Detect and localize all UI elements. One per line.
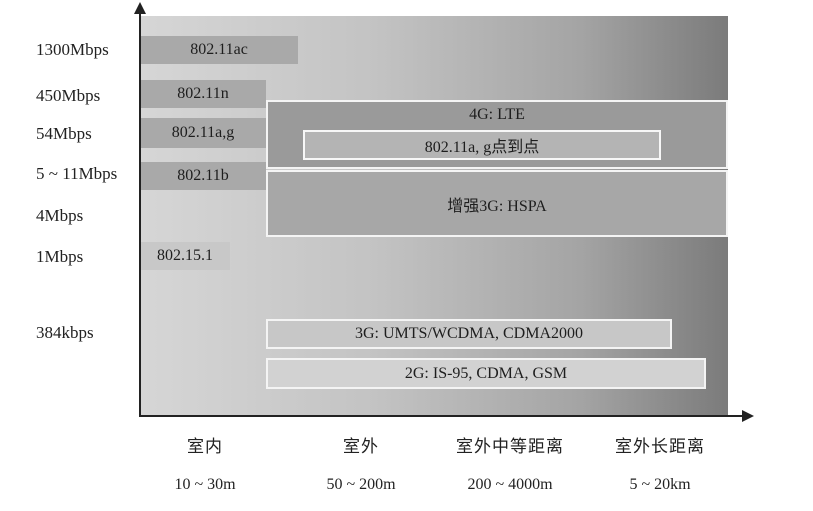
- x-range: 10 ~ 30m: [174, 476, 236, 493]
- band-label: 802.11a, g点到点: [424, 139, 540, 156]
- x-range: 5 ~ 20km: [629, 476, 691, 493]
- band-label: 802.11a,g: [171, 124, 235, 141]
- x-axis: [139, 415, 744, 417]
- x-range: 50 ~ 200m: [326, 476, 396, 493]
- x-category: 室外中等距离: [456, 437, 564, 456]
- band-802151: 802.15.1: [140, 242, 230, 270]
- band-2g-gsm: 2G: IS-95, CDMA, GSM: [266, 358, 706, 389]
- band-label: 802.11n: [177, 85, 229, 102]
- y-axis: [139, 12, 141, 417]
- y-label: 1300Mbps: [36, 40, 109, 59]
- band-80211ag: 802.11a,g: [140, 118, 266, 148]
- band-80211ac: 802.11ac: [140, 36, 298, 64]
- y-label: 384kbps: [36, 323, 94, 342]
- y-label: 4Mbps: [36, 206, 84, 225]
- band-label: 3G: UMTS/WCDMA, CDMA2000: [354, 325, 583, 342]
- y-label: 450Mbps: [36, 86, 101, 105]
- y-label: 54Mbps: [36, 124, 92, 143]
- x-category: 室外: [343, 437, 379, 456]
- band-3g-umts: 3G: UMTS/WCDMA, CDMA2000: [266, 319, 672, 349]
- band-label: 802.11ac: [190, 41, 248, 58]
- x-category: 室外长距离: [615, 437, 705, 456]
- band-label: 802.15.1: [157, 247, 213, 264]
- y-axis-arrow-icon: [134, 2, 146, 14]
- band-label: 增强3G: HSPA: [447, 197, 547, 215]
- x-range: 200 ~ 4000m: [467, 476, 553, 493]
- x-category: 室内: [187, 437, 223, 456]
- band-80211ag-p2p: 802.11a, g点到点: [303, 130, 661, 160]
- band-label: 4G: LTE: [469, 106, 525, 123]
- band-80211b: 802.11b: [140, 162, 266, 190]
- y-label: 5 ~ 11Mbps: [36, 164, 118, 183]
- band-label: 2G: IS-95, CDMA, GSM: [404, 364, 568, 382]
- band-hspa: 增强3G: HSPA: [266, 170, 728, 237]
- band-80211n: 802.11n: [140, 80, 266, 108]
- y-label: 1Mbps: [36, 247, 84, 266]
- x-axis-arrow-icon: [742, 410, 754, 422]
- band-label: 802.11b: [177, 167, 229, 184]
